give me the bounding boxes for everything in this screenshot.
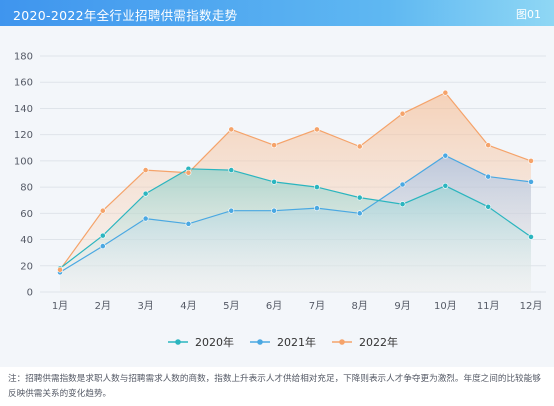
- y-tick-label: 0: [27, 288, 33, 299]
- y-tick-label: 160: [14, 78, 33, 89]
- y-tick-label: 60: [20, 209, 33, 220]
- y-tick-label: 140: [14, 104, 33, 115]
- legend-item-2020年: 2020年: [168, 335, 234, 349]
- series-areas: [60, 92, 531, 292]
- line-2021年: [59, 154, 532, 273]
- legend-swatch-dot: [339, 339, 345, 345]
- point-2022年-3月: [142, 167, 149, 173]
- figure-number: 图01: [516, 8, 541, 21]
- y-tick-label: 40: [20, 235, 33, 246]
- legend-swatch-dot: [175, 339, 181, 345]
- legend-item-2022年: 2022年: [332, 335, 398, 349]
- line-chart: 0 20 40 60 80 100 120 140 160 180 1月 2月 3月 4月 5月 6月 7月 8…: [14, 52, 546, 349]
- y-axis-ticks: 0 20 40 60 80 100 120 140 160 180: [14, 52, 33, 299]
- x-tick-label: 6月: [266, 300, 282, 312]
- footnote: 注：招聘供需指数是求职人数与招聘需求人数的商数，指数上升表示人才供给相对充足，下…: [8, 374, 541, 399]
- point-2021年-9月: [399, 181, 406, 188]
- x-tick-label: 1月: [52, 300, 68, 312]
- chart-header: 2020-2022年全行业招聘供需指数走势 图01: [0, 0, 554, 26]
- point-2021年-6月: [271, 207, 277, 214]
- point-2022年-6月: [271, 142, 277, 149]
- line-2022年: [59, 91, 532, 271]
- y-tick-label: 120: [14, 130, 33, 141]
- x-tick-label: 3月: [137, 300, 153, 312]
- y-tick-label: 100: [14, 156, 33, 167]
- point-2020年-3月: [142, 190, 149, 197]
- point-2020年-8月: [356, 194, 363, 201]
- point-2021年-11月: [485, 173, 492, 180]
- legend-item-2021年: 2021年: [250, 335, 316, 349]
- point-2020年-6月: [271, 178, 277, 185]
- point-2022年-4月: [185, 169, 192, 176]
- x-tick-label: 8月: [352, 300, 368, 312]
- x-tick-label: 9月: [394, 300, 410, 312]
- x-tick-label: 2月: [95, 300, 111, 312]
- chart-title: 2020-2022年全行业招聘供需指数走势: [13, 8, 238, 23]
- line-2020年: [59, 168, 532, 269]
- x-tick-label: 4月: [180, 300, 196, 312]
- point-2022年-8月: [356, 143, 363, 150]
- point-2020年-10月: [442, 182, 449, 189]
- point-2021年-4月: [185, 220, 192, 227]
- point-2021年-10月: [442, 152, 449, 159]
- point-2021年-7月: [314, 205, 320, 211]
- x-tick-label: 11月: [477, 300, 500, 312]
- series-lines: [59, 91, 532, 273]
- point-2020年-12月: [528, 234, 534, 240]
- point-2022年-2月: [99, 207, 106, 214]
- legend-label: 2021年: [277, 335, 316, 349]
- point-2022年-11月: [485, 142, 492, 149]
- point-2020年-2月: [99, 232, 106, 239]
- point-2021年-8月: [356, 210, 363, 217]
- point-2022年-5月: [228, 126, 235, 133]
- point-2020年-9月: [399, 201, 406, 208]
- legend: 2020年 2021年 2022年: [168, 335, 398, 349]
- x-tick-label: 5月: [223, 300, 239, 312]
- legend-label: 2020年: [195, 335, 234, 349]
- point-2020年-5月: [228, 167, 235, 173]
- x-axis-ticks: 1月 2月 3月 4月 5月 6月 7月 8月 9月 10月 11月 12月: [52, 300, 543, 312]
- x-tick-label: 10月: [434, 300, 457, 312]
- point-2020年-11月: [485, 203, 492, 210]
- legend-label: 2022年: [359, 335, 398, 349]
- point-2022年-12月: [528, 157, 534, 164]
- point-2021年-5月: [228, 207, 235, 214]
- point-2020年-7月: [314, 184, 320, 191]
- y-tick-label: 180: [14, 52, 33, 63]
- point-2022年-10月: [442, 89, 449, 96]
- y-tick-label: 80: [20, 183, 33, 194]
- point-2021年-2月: [99, 243, 106, 250]
- y-tick-label: 20: [20, 261, 33, 272]
- point-2022年-9月: [399, 110, 406, 117]
- legend-swatch-dot: [257, 339, 263, 345]
- point-2021年-3月: [142, 215, 149, 222]
- series-points: [57, 89, 534, 276]
- x-tick-label: 12月: [520, 300, 543, 312]
- x-tick-label: 7月: [309, 300, 325, 312]
- point-2022年-1月: [57, 266, 63, 273]
- point-2021年-12月: [528, 178, 534, 185]
- point-2022年-7月: [314, 126, 320, 133]
